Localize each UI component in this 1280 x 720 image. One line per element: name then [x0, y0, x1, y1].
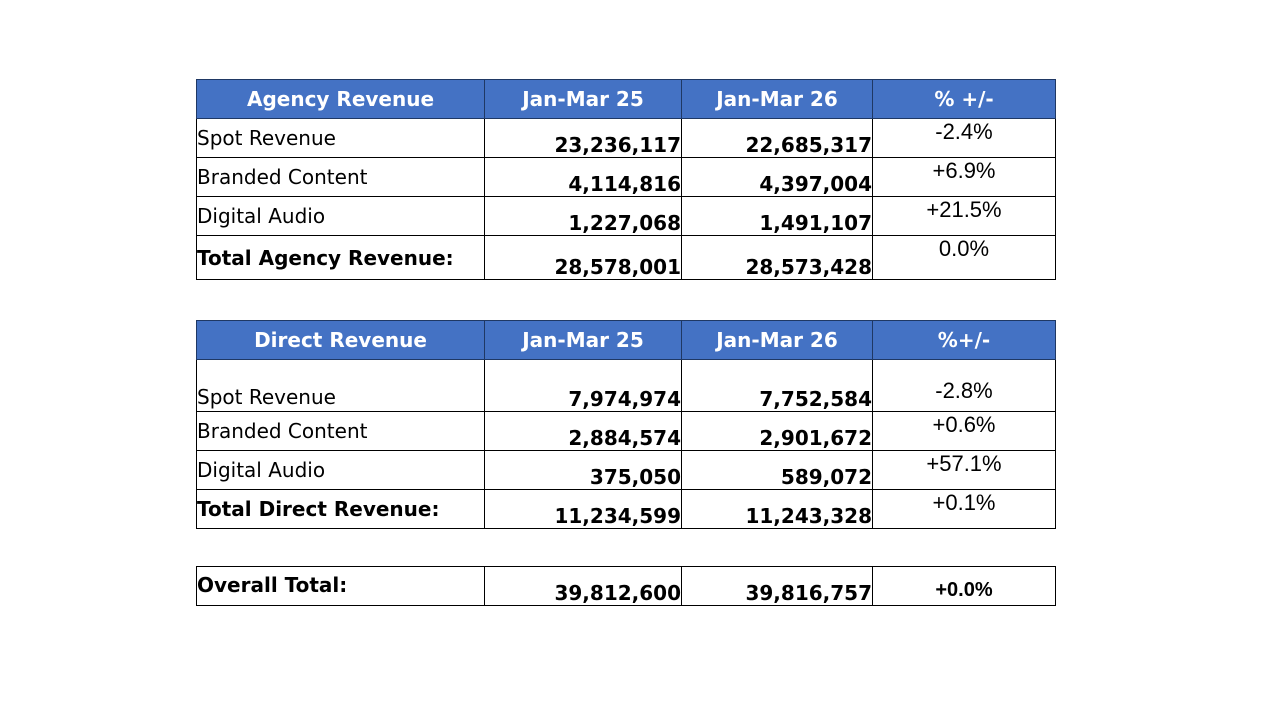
row-label: Digital Audio	[196, 450, 485, 490]
table-row: Branded Content 4,114,816 4,397,004 +6.9…	[196, 157, 1056, 197]
row-q25-value: 23,236,117	[484, 118, 682, 158]
agency-header-pct: % +/-	[872, 79, 1056, 119]
agency-header-label: Agency Revenue	[196, 79, 485, 119]
direct-header-q26: Jan-Mar 26	[681, 320, 873, 360]
row-pct-change: +6.9%	[872, 157, 1056, 197]
agency-header-q26: Jan-Mar 26	[681, 79, 873, 119]
overall-total-pct: +0.0%	[872, 566, 1056, 606]
row-label: Branded Content	[196, 411, 485, 451]
row-q25-value: 4,114,816	[484, 157, 682, 197]
direct-header-q25: Jan-Mar 25	[484, 320, 682, 360]
direct-header-row: Direct Revenue Jan-Mar 25 Jan-Mar 26 %+/…	[196, 320, 1056, 360]
row-label: Digital Audio	[196, 196, 485, 236]
table-row: Digital Audio 1,227,068 1,491,107 +21.5%	[196, 196, 1056, 236]
table-row: Spot Revenue 23,236,117 22,685,317 -2.4%	[196, 118, 1056, 158]
direct-total-row: Total Direct Revenue: 11,234,599 11,243,…	[196, 489, 1056, 529]
agency-total-row: Total Agency Revenue: 28,578,001 28,573,…	[196, 235, 1056, 280]
row-q26-value: 2,901,672	[681, 411, 873, 451]
direct-revenue-table: Direct Revenue Jan-Mar 25 Jan-Mar 26 %+/…	[196, 320, 1056, 529]
direct-total-q26: 11,243,328	[681, 489, 873, 529]
direct-header-pct: %+/-	[872, 320, 1056, 360]
agency-header-row: Agency Revenue Jan-Mar 25 Jan-Mar 26 % +…	[196, 79, 1056, 119]
row-q26-value: 22,685,317	[681, 118, 873, 158]
row-q26-value: 7,752,584	[681, 359, 873, 412]
row-q26-value: 589,072	[681, 450, 873, 490]
overall-total-row: Overall Total: 39,812,600 39,816,757 +0.…	[196, 566, 1056, 606]
row-pct-change: +0.6%	[872, 411, 1056, 451]
overall-total-q26: 39,816,757	[681, 566, 873, 606]
overall-total-table: Overall Total: 39,812,600 39,816,757 +0.…	[196, 566, 1056, 606]
row-pct-change: -2.4%	[872, 118, 1056, 158]
row-label: Branded Content	[196, 157, 485, 197]
row-q26-value: 4,397,004	[681, 157, 873, 197]
agency-revenue-table: Agency Revenue Jan-Mar 25 Jan-Mar 26 % +…	[196, 79, 1056, 280]
agency-header-q25: Jan-Mar 25	[484, 79, 682, 119]
row-q25-value: 1,227,068	[484, 196, 682, 236]
direct-header-label: Direct Revenue	[196, 320, 485, 360]
agency-total-label: Total Agency Revenue:	[196, 235, 485, 280]
direct-total-q25: 11,234,599	[484, 489, 682, 529]
row-q26-value: 1,491,107	[681, 196, 873, 236]
overall-total-label: Overall Total:	[196, 566, 485, 606]
row-pct-change: +21.5%	[872, 196, 1056, 236]
table-row: Digital Audio 375,050 589,072 +57.1%	[196, 450, 1056, 490]
row-pct-change: +57.1%	[872, 450, 1056, 490]
row-label: Spot Revenue	[196, 118, 485, 158]
direct-total-pct: +0.1%	[872, 489, 1056, 529]
agency-total-q26: 28,573,428	[681, 235, 873, 280]
row-q25-value: 2,884,574	[484, 411, 682, 451]
direct-total-label: Total Direct Revenue:	[196, 489, 485, 529]
agency-total-pct: 0.0%	[872, 235, 1056, 280]
overall-total-q25: 39,812,600	[484, 566, 682, 606]
table-row: Spot Revenue 7,974,974 7,752,584 -2.8%	[196, 359, 1056, 412]
row-pct-change: -2.8%	[872, 359, 1056, 412]
row-label: Spot Revenue	[196, 359, 485, 412]
row-q25-value: 7,974,974	[484, 359, 682, 412]
table-row: Branded Content 2,884,574 2,901,672 +0.6…	[196, 411, 1056, 451]
row-q25-value: 375,050	[484, 450, 682, 490]
agency-total-q25: 28,578,001	[484, 235, 682, 280]
